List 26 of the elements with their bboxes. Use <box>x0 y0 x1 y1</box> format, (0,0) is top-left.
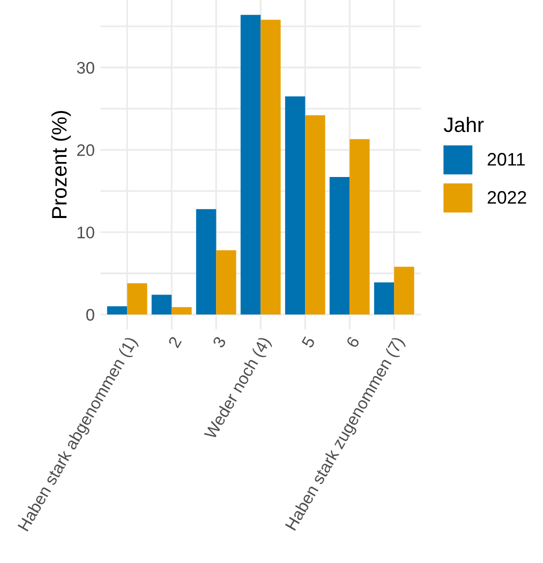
bar <box>374 282 394 315</box>
x-tick-label: 6 <box>346 336 360 348</box>
bar <box>260 20 281 315</box>
y-tick-label: 30 <box>77 62 94 74</box>
bar <box>350 139 370 315</box>
bar <box>285 96 306 315</box>
bar <box>394 266 414 315</box>
x-tick-label: 3 <box>212 336 226 349</box>
legend-label: 2022 <box>488 191 526 204</box>
bar <box>216 250 236 315</box>
x-tick-label: 5 <box>301 336 316 348</box>
bar <box>127 283 148 315</box>
y-tick-label: 20 <box>77 144 94 156</box>
legend-title: Jahr <box>444 116 484 132</box>
bar <box>107 306 128 315</box>
bar <box>240 14 261 315</box>
y-tick-label: 10 <box>78 226 94 238</box>
bar <box>196 209 216 315</box>
bar <box>330 177 350 315</box>
bar <box>305 115 326 315</box>
legend-label: 2011 <box>488 152 525 166</box>
bar <box>152 294 172 315</box>
y-axis-title: Prozent (%) <box>51 110 71 218</box>
bar <box>172 307 192 315</box>
y-tick-label: 0 <box>86 308 94 321</box>
x-tick-label: 2 <box>168 336 182 348</box>
